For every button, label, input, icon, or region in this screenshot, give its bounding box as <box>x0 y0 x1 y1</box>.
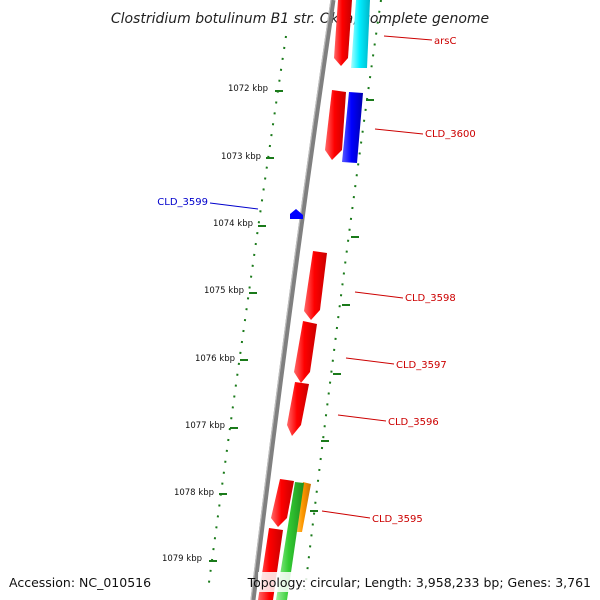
tick-label: 1073 kbp <box>221 152 261 162</box>
gene-green[interactable] <box>276 482 304 600</box>
gene-label-arsc[interactable]: arsC <box>434 36 456 47</box>
gene-labels: arsC CLD_3600 CLD_3599 CLD_3598 CLD_3597… <box>157 36 475 525</box>
connector-arsc <box>383 35 433 41</box>
connector-cld-3598 <box>354 291 404 299</box>
gene-cld-3596[interactable] <box>287 382 309 436</box>
tick-label: 1075 kbp <box>204 286 244 296</box>
gene-cld-3598[interactable] <box>304 251 327 320</box>
gene-label-cld-3596[interactable]: CLD_3596 <box>388 417 439 428</box>
gene-cld-3600[interactable] <box>342 92 363 163</box>
connector-cld-3599 <box>209 202 259 210</box>
gene-cld-3597[interactable] <box>294 321 317 383</box>
genome-backbone <box>250 0 336 600</box>
gene-cld-3599[interactable] <box>290 209 303 219</box>
tick-label: 1072 kbp <box>228 84 268 94</box>
outer-major-ticks <box>310 99 374 512</box>
tick-label: 1077 kbp <box>185 421 225 431</box>
gene-cyan[interactable] <box>351 0 370 68</box>
gene-label-cld-3600[interactable]: CLD_3600 <box>425 129 476 140</box>
tick-label: 1076 kbp <box>195 354 235 364</box>
topology-text: Topology: circular; Length: 3,958,233 bp… <box>247 575 591 590</box>
topology-backdrop <box>258 572 596 592</box>
accession-backdrop <box>6 572 148 592</box>
gene-cld-3595-red[interactable] <box>271 479 294 527</box>
gene-label-cld-3595[interactable]: CLD_3595 <box>372 514 423 525</box>
tick-label: 1079 kbp <box>162 554 202 564</box>
gene-arsc[interactable] <box>334 0 352 66</box>
gene-label-cld-3597[interactable]: CLD_3597 <box>396 360 447 371</box>
gene-features <box>258 0 370 600</box>
outer-tick-track <box>304 0 382 591</box>
gene-cld-3595[interactable] <box>295 482 311 532</box>
gene-label-cld-3598[interactable]: CLD_3598 <box>405 293 456 304</box>
accession-text: Accession: NC_010516 <box>9 575 151 590</box>
label-connectors <box>209 35 433 519</box>
connector-cld-3596 <box>337 414 387 422</box>
connector-cld-3600 <box>374 128 424 135</box>
tick-label: 1074 kbp <box>213 219 253 229</box>
connector-cld-3597 <box>345 357 395 365</box>
connector-cld-3595 <box>321 510 371 519</box>
gene-label-cld-3599[interactable]: CLD_3599 <box>157 197 208 208</box>
genome-backbone-highlight <box>250 0 332 600</box>
gene-cld-3600-red[interactable] <box>325 90 346 160</box>
map-title: Clostridium botulinum B1 str. Okra, comp… <box>111 11 489 27</box>
major-ticks <box>209 90 283 562</box>
tick-labels: 1072 kbp 1073 kbp 1074 kbp 1075 kbp 1076… <box>162 84 268 564</box>
tick-label: 1078 kbp <box>174 488 214 498</box>
